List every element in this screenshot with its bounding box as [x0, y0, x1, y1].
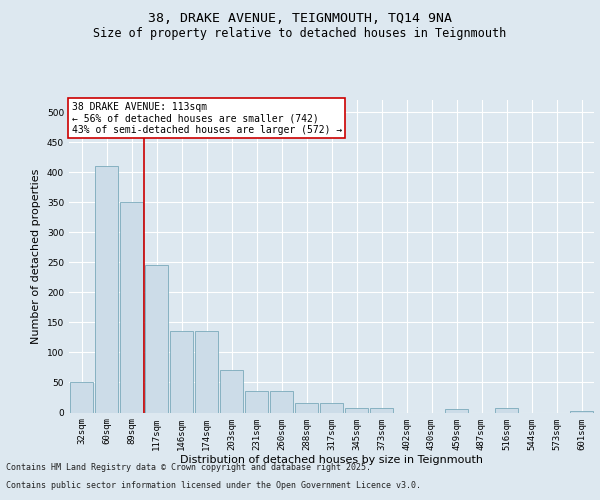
- Text: 38, DRAKE AVENUE, TEIGNMOUTH, TQ14 9NA: 38, DRAKE AVENUE, TEIGNMOUTH, TQ14 9NA: [148, 12, 452, 26]
- Bar: [120, 202, 143, 412]
- Text: Size of property relative to detached houses in Teignmouth: Size of property relative to detached ho…: [94, 28, 506, 40]
- Bar: [145, 266, 168, 412]
- Bar: [170, 332, 193, 412]
- Bar: [70, 382, 93, 412]
- Bar: [270, 392, 293, 412]
- Text: Contains public sector information licensed under the Open Government Licence v3: Contains public sector information licen…: [6, 481, 421, 490]
- Y-axis label: Number of detached properties: Number of detached properties: [31, 168, 41, 344]
- Bar: [370, 408, 393, 412]
- Bar: [320, 404, 343, 412]
- Text: 38 DRAKE AVENUE: 113sqm
← 56% of detached houses are smaller (742)
43% of semi-d: 38 DRAKE AVENUE: 113sqm ← 56% of detache…: [71, 102, 342, 135]
- Bar: [445, 410, 468, 412]
- Bar: [495, 408, 518, 412]
- X-axis label: Distribution of detached houses by size in Teignmouth: Distribution of detached houses by size …: [180, 455, 483, 465]
- Bar: [220, 370, 243, 412]
- Bar: [95, 166, 118, 412]
- Bar: [295, 404, 318, 412]
- Bar: [345, 408, 368, 412]
- Text: Contains HM Land Registry data © Crown copyright and database right 2025.: Contains HM Land Registry data © Crown c…: [6, 464, 371, 472]
- Bar: [570, 410, 593, 412]
- Bar: [195, 332, 218, 412]
- Bar: [245, 392, 268, 412]
